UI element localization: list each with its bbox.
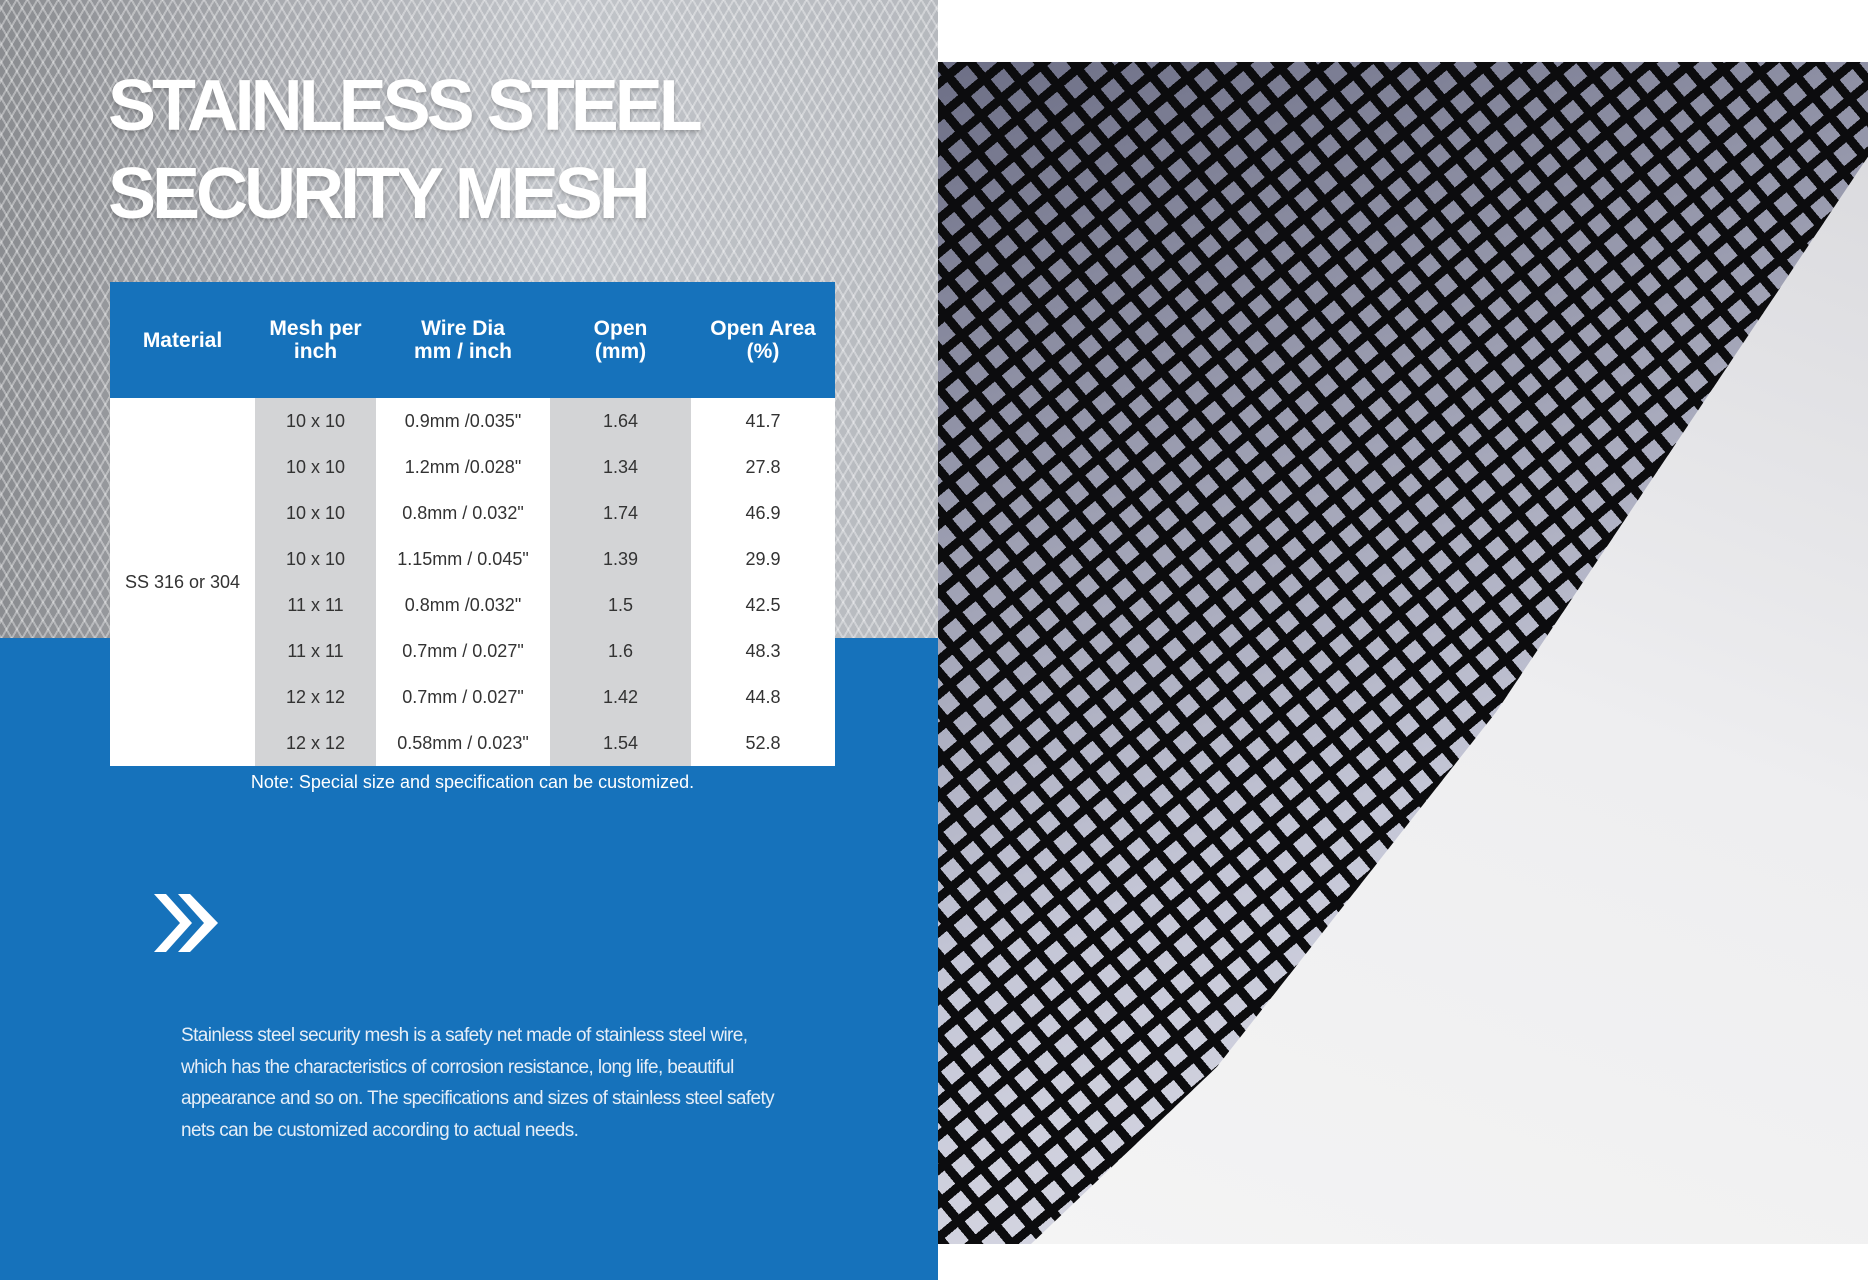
wire-cell: 0.8mm /0.032" — [376, 582, 550, 628]
area-cell: 44.8 — [691, 674, 835, 720]
area-cell: 27.8 — [691, 444, 835, 490]
wire-cell: 0.9mm /0.035" — [376, 398, 550, 444]
spec-table: Material Mesh per inch Wire Dia mm / inch … — [110, 282, 835, 766]
double-chevron-right-icon — [154, 894, 218, 952]
mesh-cell: 10 x 10 — [255, 536, 376, 582]
area-cell: 48.3 — [691, 628, 835, 674]
mesh-cell: 10 x 10 — [255, 490, 376, 536]
open-cell: 1.54 — [550, 720, 691, 766]
area-cell: 46.9 — [691, 490, 835, 536]
wire-cell: 0.7mm / 0.027" — [376, 674, 550, 720]
open-cell: 1.42 — [550, 674, 691, 720]
header-material: Material — [110, 282, 255, 398]
table-header-row: Material Mesh per inch Wire Dia mm / inch … — [110, 282, 835, 398]
open-cell: 1.5 — [550, 582, 691, 628]
mesh-wire-pattern — [938, 62, 1868, 1244]
left-panel: STAINLESS STEEL SECURITY MESH Material M… — [0, 0, 938, 1280]
security-mesh-photo — [938, 62, 1868, 1244]
area-cell: 42.5 — [691, 582, 835, 628]
open-cell: 1.39 — [550, 536, 691, 582]
table-row: 11 x 11 0.8mm /0.032" 1.5 42.5 — [110, 582, 835, 628]
table-row: 10 x 10 0.8mm / 0.032" 1.74 46.9 — [110, 490, 835, 536]
table-row: 10 x 10 1.15mm / 0.045" 1.39 29.9 — [110, 536, 835, 582]
open-cell: 1.64 — [550, 398, 691, 444]
mesh-cell: 10 x 10 — [255, 398, 376, 444]
header-mesh: Mesh per inch — [255, 282, 376, 398]
description-paragraph: Stainless steel security mesh is a safet… — [181, 1025, 775, 1141]
table-row: SS 316 or 304 10 x 10 0.9mm /0.035" 1.64 41.… — [110, 398, 835, 766]
header-wire: Wire Dia mm / inch — [376, 282, 550, 398]
mesh-cell: 11 x 11 — [255, 582, 376, 628]
mesh-cell: 11 x 11 — [255, 628, 376, 674]
mesh-cell: 12 x 12 — [255, 674, 376, 720]
area-cell: 52.8 — [691, 720, 835, 766]
area-cell: 41.7 — [691, 398, 835, 444]
open-cell: 1.34 — [550, 444, 691, 490]
table-row: 12 x 12 0.7mm / 0.027" 1.42 44.8 — [110, 674, 835, 720]
open-cell: 1.74 — [550, 490, 691, 536]
mesh-cell: 10 x 10 — [255, 444, 376, 490]
mesh-cell: 12 x 12 — [255, 720, 376, 766]
table-row: 12 x 12 0.58mm / 0.023" 1.54 52.8 — [110, 720, 835, 766]
header-open: Open (mm) — [550, 282, 691, 398]
header-area: Open Area (%) — [691, 282, 835, 398]
title-line-2: SECURITY MESH — [108, 154, 651, 234]
open-cell: 1.6 — [550, 628, 691, 674]
wire-cell: 1.2mm /0.028" — [376, 444, 550, 490]
area-cell: 29.9 — [691, 536, 835, 582]
wire-cell: 1.15mm / 0.045" — [376, 536, 550, 582]
material-cell: SS 316 or 304 — [110, 398, 255, 766]
wire-cell: 0.58mm / 0.023" — [376, 720, 550, 766]
wire-cell: 0.7mm / 0.027" — [376, 628, 550, 674]
table-row: 11 x 11 0.7mm / 0.027" 1.6 48.3 — [110, 628, 835, 674]
table-row: 10 x 10 1.2mm /0.028" 1.34 27.8 — [110, 444, 835, 490]
wire-cell: 0.8mm / 0.032" — [376, 490, 550, 536]
title-line-1: STAINLESS STEEL — [108, 66, 703, 146]
table-note: Note: Special size and specification can… — [250, 772, 695, 792]
page-title: STAINLESS STEEL SECURITY MESH — [108, 62, 703, 238]
